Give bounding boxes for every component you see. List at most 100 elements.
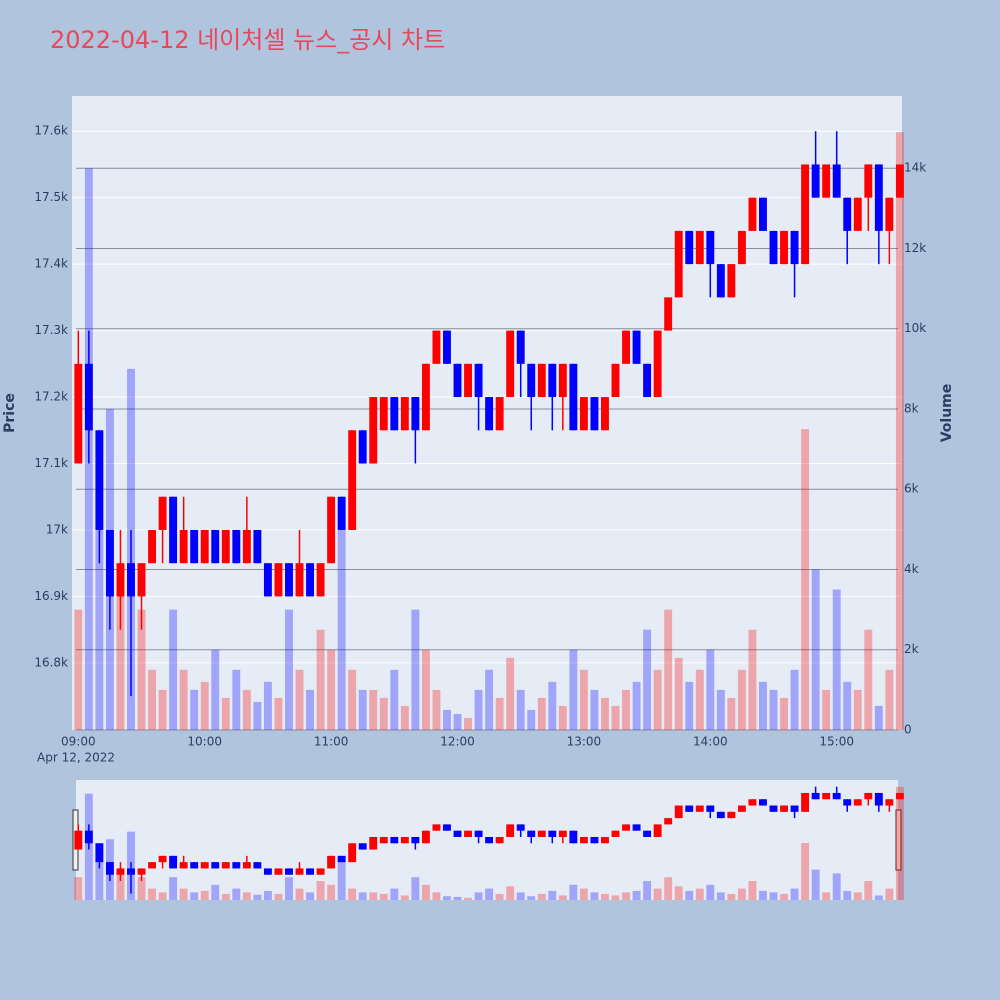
volume-bar [822,892,831,900]
y-tick-label: 16.8k [34,655,68,669]
candle-body [148,529,157,564]
volume-bar [242,689,251,730]
candle-body [832,792,841,800]
volume-bar [537,697,546,730]
candle-body [337,855,346,863]
y-tick-label: 17.1k [34,456,68,470]
candle-body [274,563,283,597]
candle-body [727,264,736,298]
candle-body [485,836,494,844]
candle-body [242,862,251,869]
volume-bar [158,892,167,900]
volume-bar [611,705,620,730]
volume-bar [421,649,430,730]
candle-body [748,197,757,231]
candle-body [390,836,399,844]
slider-handle[interactable] [895,809,902,871]
volume-bar [169,877,178,900]
volume-bar [801,843,810,900]
volume-bar [200,890,209,900]
volume-bar [611,895,620,900]
candle-body [379,836,388,844]
volume-bar [737,888,746,900]
volume-bar [853,689,862,730]
candle-body [495,836,504,844]
y-tick-label: 17.4k [34,257,68,271]
candle-body [348,430,357,530]
candle-body [453,363,462,398]
candle-body [885,197,894,231]
candle-body [169,496,178,564]
volume-bar [358,892,367,900]
volume-bar [874,895,883,900]
y2-tick-label: 0 [904,723,912,737]
volume-bar [116,869,125,900]
volume-bar [748,881,757,900]
volume-bar [653,888,662,900]
candle-body [285,868,293,875]
candle-body [622,330,630,364]
candle-body [316,563,325,597]
volume-bar [895,132,904,731]
volume-bar [137,609,146,730]
candle-body [643,830,652,837]
candle-body [421,363,430,431]
candle-body [232,862,241,869]
candle-body [664,297,673,331]
candle-body [685,805,694,812]
volume-bar [421,884,430,900]
candle-body [632,824,641,831]
candle-body [558,830,567,837]
candle-body [548,830,557,837]
volume-bar [316,881,325,900]
volume-bar [843,890,852,900]
volume-bar [432,689,441,730]
candle-body [221,529,230,564]
volume-bar [443,709,451,730]
volume-bar [306,892,314,900]
candle-body [506,824,515,837]
volume-bar [685,681,694,730]
volume-bar [179,669,188,730]
candle-body [285,563,293,597]
volume-bar [811,869,820,900]
volume-bar [295,888,304,900]
candle-body [95,430,104,530]
candle-body [590,836,599,844]
volume-bar [432,892,441,900]
x-tick-label: 14:00 [693,735,728,749]
volume-bar [832,589,841,730]
candle-body [253,529,262,564]
volume-bar [232,888,241,900]
volume-bar [622,892,630,900]
candle-body [474,830,483,837]
volume-bar [285,877,293,900]
candle-body [263,868,272,875]
volume-bar [695,888,704,900]
candle-body [801,164,810,265]
candle-body [537,363,546,398]
volume-bar [474,689,483,730]
volume-bar [379,697,388,730]
volume-bar [337,862,346,900]
volume-bar [664,877,673,900]
candle-body [537,830,546,837]
volume-bar [801,429,810,730]
x-tick-label: 10:00 [187,735,222,749]
candle-body [716,264,725,298]
candle-body [874,792,883,806]
candle-body [495,397,504,431]
volume-bar [485,669,494,730]
candle-body [569,363,578,431]
volume-bar [190,892,199,900]
candle-body [116,563,125,597]
candle-body [822,164,831,198]
volume-bar [158,689,167,730]
y2-tick-label: 10k [904,321,926,335]
volume-bar [579,669,588,730]
volume-bar [221,893,230,900]
candle-body [74,830,83,850]
x-tick-label: 11:00 [314,735,349,749]
candle-body [516,824,525,831]
volume-bar [864,881,873,900]
